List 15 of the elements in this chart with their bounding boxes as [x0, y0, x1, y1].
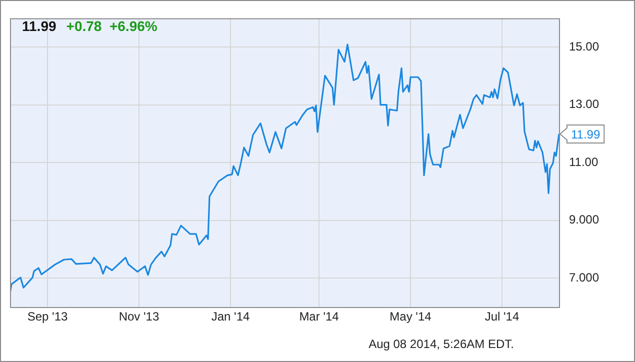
x-tick-label: May '14 — [390, 310, 432, 324]
x-tick-label: Jan '14 — [211, 310, 250, 324]
chart-title: 11.99 — [22, 18, 56, 34]
y-tick-label: 15.00 — [569, 39, 600, 54]
y-tick-label: 13.00 — [569, 97, 600, 112]
x-tick-label: Sep '13 — [27, 310, 68, 324]
x-tick-label: Nov '13 — [118, 310, 160, 324]
text: Aug 08 2014, 5:26AM EDT. — [368, 337, 514, 351]
y-tick-label: 9.000 — [569, 212, 600, 227]
y-tick-label: 7.000 — [569, 270, 600, 284]
chart-subtitle: +0.78 +6.96% — [66, 18, 158, 34]
y-tick-label: 11.00 — [569, 154, 598, 169]
x-tick-label: Mar '14 — [299, 310, 340, 324]
annotation: 11.99 — [571, 127, 600, 142]
x-tick-label: Jul '14 — [484, 310, 520, 324]
